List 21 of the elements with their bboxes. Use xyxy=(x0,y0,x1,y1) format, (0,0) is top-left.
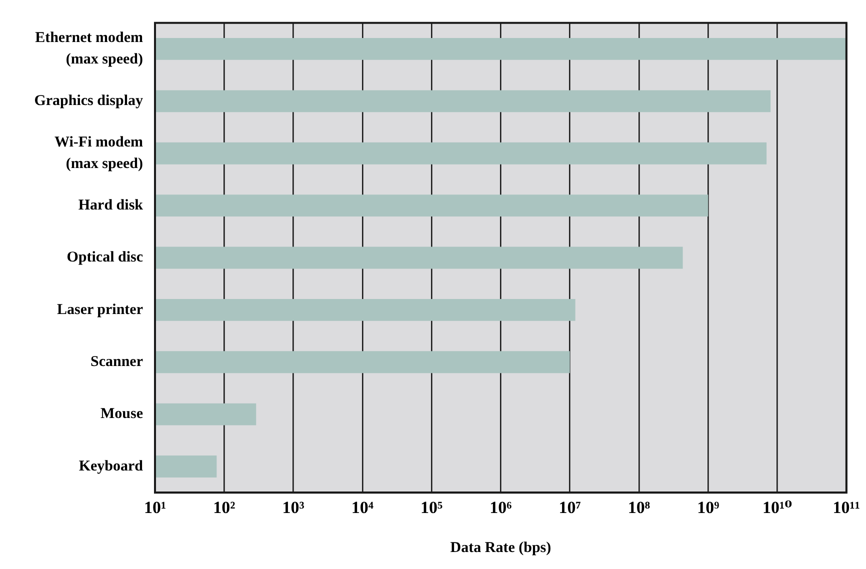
x-tick-label: 10⁹ xyxy=(697,498,720,518)
y-tick-label: Wi-Fi modem (max speed) xyxy=(54,134,144,172)
y-tick-label: Graphics display xyxy=(34,93,144,110)
x-tick-label: 10¹ xyxy=(144,498,166,518)
y-tick-label: Laser printer xyxy=(57,302,144,318)
x-tick-label: 10⁶ xyxy=(490,498,512,518)
x-axis-title: Data Rate (bps) xyxy=(450,540,552,556)
x-tick-label: 10⁴ xyxy=(351,498,374,518)
x-tick-label: 10² xyxy=(213,498,236,518)
x-tick-label: 10¹⁰ xyxy=(762,498,792,518)
y-tick-label: Ethernet modem (max speed) xyxy=(35,30,144,68)
y-tick-label: Optical disc xyxy=(66,250,144,266)
y-tick-label: Keyboard xyxy=(78,458,144,474)
y-tick-label: Scanner xyxy=(90,354,144,370)
x-tick-label: 10⁸ xyxy=(628,498,650,518)
x-tick-label: 10⁵ xyxy=(420,498,443,518)
x-tick-label: 10¹¹ xyxy=(832,498,860,518)
x-tick-label: 10⁷ xyxy=(558,498,581,518)
y-tick-label: Hard disk xyxy=(78,197,144,214)
x-tick-label: 10³ xyxy=(282,498,304,518)
y-tick-label: Mouse xyxy=(100,406,144,422)
